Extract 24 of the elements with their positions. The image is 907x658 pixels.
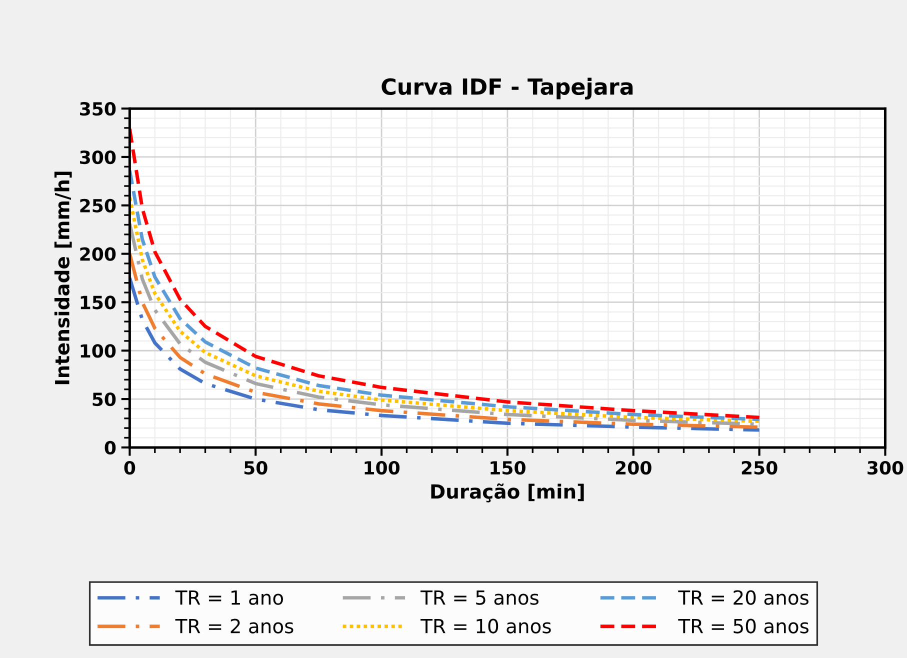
x-tick-label: 50 [244, 460, 268, 475]
y-tick-label: 100 [80, 344, 116, 358]
legend-label: TR = 10 anos [420, 618, 551, 634]
legend-label: TR = 1 ano [175, 590, 284, 605]
x-tick-label: 200 [616, 460, 652, 475]
legend-label: TR = 5 anos [420, 590, 538, 605]
legend-label: TR = 50 anos [678, 618, 808, 634]
legend-label: TR = 20 anos [678, 590, 808, 605]
legend-label: TR = 2 anos [175, 618, 294, 634]
y-tick-label: 150 [80, 296, 116, 310]
y-axis-title: Intensidade [mm/h] [54, 172, 72, 384]
y-tick-label: 300 [80, 150, 116, 164]
x-tick-label: 100 [364, 460, 400, 475]
x-tick-label: 0 [124, 460, 136, 475]
x-tick-label: 150 [490, 460, 526, 475]
y-tick-label: 250 [80, 198, 116, 213]
y-tick-label: 0 [104, 440, 116, 455]
x-axis-title: Duração [min] [431, 483, 584, 502]
y-tick-label: 200 [80, 247, 116, 261]
y-tick-label: 50 [92, 392, 116, 406]
y-tick-label: 350 [80, 102, 116, 116]
chart-title: Curva IDF - Tapejara [382, 78, 633, 100]
x-tick-label: 300 [868, 460, 904, 475]
x-tick-label: 250 [742, 460, 778, 475]
